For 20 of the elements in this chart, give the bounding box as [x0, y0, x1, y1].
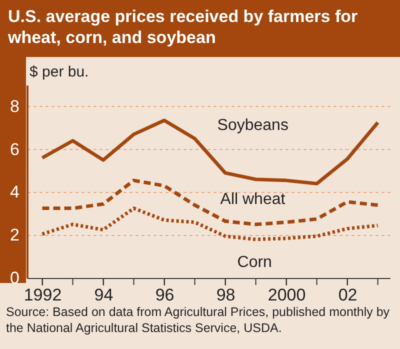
y-axis-title: $ per bu.: [30, 64, 89, 80]
x-tick-label: 94: [94, 286, 114, 304]
y-tick-label: 2: [10, 226, 20, 245]
x-tick-label: 96: [155, 286, 174, 304]
y-tick-label: 4: [10, 182, 20, 202]
y-tick-label: 8: [10, 96, 20, 116]
y-tick-label: 0: [10, 268, 20, 288]
series-label: All wheat: [220, 191, 286, 208]
x-tick-label: 02: [338, 286, 358, 304]
x-tick-label: 1992: [24, 286, 62, 304]
series-label: Soybeans: [217, 116, 288, 134]
chart-title: U.S. average prices received by farmers for wheat, corn, and soybean: [0, 0, 400, 57]
line-series: [40, 118, 380, 186]
series-label: Corn: [237, 254, 272, 272]
y-tick-label: 6: [10, 140, 20, 159]
source-note: Source: Based on data from Agricultural Prices, published monthly by the National Agricultural Statistics Service, USDA.: [5, 304, 391, 336]
x-tick-label: 98: [216, 286, 236, 304]
line-series: [40, 206, 380, 242]
x-tick-label: 2000: [268, 286, 306, 304]
line-series: [40, 178, 380, 226]
